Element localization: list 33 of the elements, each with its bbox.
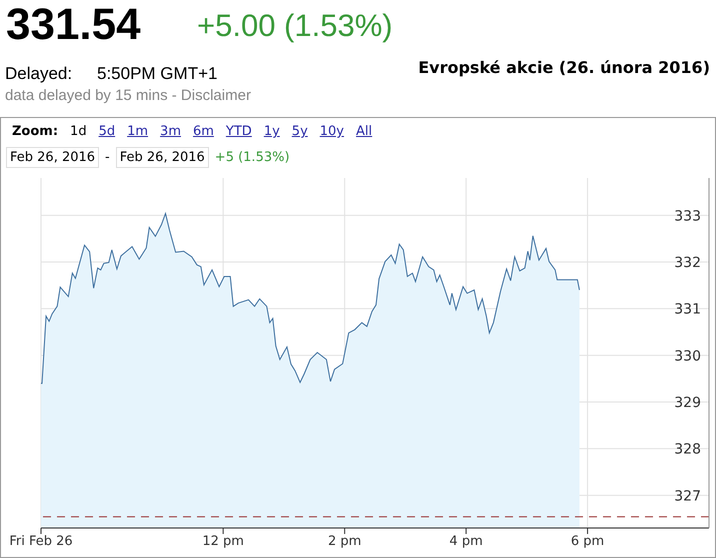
text: +5 (1.53%) bbox=[214, 150, 290, 165]
text: All bbox=[356, 124, 372, 139]
y-tick-label: 330 bbox=[674, 348, 701, 364]
y-tick-label: 332 bbox=[674, 254, 701, 271]
x-tick-label: Fri Feb 26 bbox=[9, 534, 73, 550]
x-tick-label: 2 pm bbox=[328, 534, 362, 550]
text: 6m bbox=[192, 124, 214, 139]
y-tick-label: 327 bbox=[674, 488, 701, 504]
text: 1y bbox=[264, 124, 280, 139]
text: - bbox=[105, 150, 110, 165]
text: Feb 26, 2016 bbox=[6, 147, 100, 168]
text: Zoom: bbox=[12, 124, 58, 139]
y-tick-label: 331 bbox=[674, 302, 701, 318]
text: Feb 26, 2016 bbox=[116, 147, 209, 168]
y-tick-label: 329 bbox=[674, 394, 701, 411]
y-tick-label: 333 bbox=[674, 208, 701, 224]
text: 1d bbox=[70, 124, 87, 139]
text: YTD bbox=[226, 124, 252, 139]
text: 1m bbox=[127, 124, 148, 139]
text: 5:50PM GMT+1 bbox=[97, 64, 218, 84]
x-tick-label: 12 pm bbox=[202, 534, 244, 550]
text: 331.54 bbox=[6, 0, 141, 50]
text: 5y bbox=[292, 124, 308, 139]
text: +5.00 (1.53%) bbox=[197, 8, 393, 44]
text: 3m bbox=[160, 124, 181, 139]
chart-subtitle: data delayed by 15 mins - Disclaimer bbox=[5, 87, 251, 104]
text: 5d bbox=[98, 124, 116, 139]
chart-title: Evropské akcie (26. února 2016) bbox=[418, 58, 710, 77]
y-tick-label: 328 bbox=[674, 442, 701, 458]
text: Delayed: bbox=[5, 64, 72, 84]
x-tick-label: 4 pm bbox=[449, 534, 483, 550]
text: 10y bbox=[320, 124, 344, 139]
x-tick-label: 6 pm bbox=[570, 534, 604, 550]
